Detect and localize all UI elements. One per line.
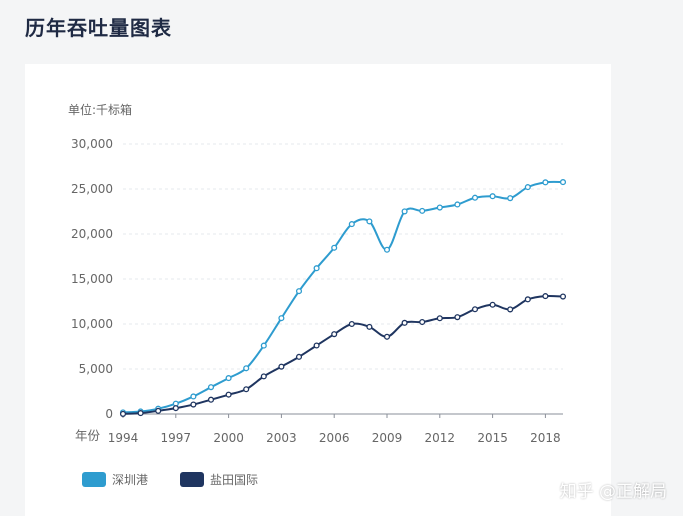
data-point[interactable] (471, 306, 479, 313)
data-point[interactable] (172, 405, 179, 412)
data-point[interactable] (471, 194, 479, 201)
data-point[interactable] (454, 201, 461, 208)
x-tick-label: 2018 (530, 431, 561, 445)
data-point[interactable] (243, 386, 250, 393)
legend-item[interactable]: 盐田国际 (180, 472, 258, 487)
data-point[interactable] (331, 244, 338, 251)
data-point[interactable] (225, 375, 232, 382)
page-title: 历年吞吐量图表 (25, 16, 172, 40)
data-point[interactable] (366, 323, 373, 330)
data-point[interactable] (225, 391, 232, 398)
data-point[interactable] (489, 301, 496, 308)
data-point[interactable] (401, 319, 408, 326)
line-chart: 单位:千标箱 年份 30,000 25,000 20,000 15,000 10,000… (68, 102, 567, 487)
series-line (122, 180, 564, 414)
data-point[interactable] (295, 288, 303, 295)
data-point[interactable] (366, 218, 373, 225)
data-point[interactable] (507, 195, 514, 202)
data-point[interactable] (190, 401, 197, 408)
data-point[interactable] (559, 293, 567, 300)
x-axis-ticks: 1994 1997 2000 2003 2006 2009 2012 2015 2018 (108, 414, 561, 445)
x-tick-label: 2006 (319, 431, 350, 445)
y-tick-label: 30,000 (71, 137, 113, 151)
legend-item[interactable]: 深圳港 (82, 472, 148, 487)
data-point[interactable] (507, 306, 514, 313)
data-point[interactable] (542, 179, 549, 186)
series (119, 179, 567, 417)
data-point[interactable] (207, 384, 215, 391)
data-point[interactable] (278, 315, 285, 322)
unit-label: 单位:千标箱 (68, 102, 132, 117)
legend-swatch (180, 472, 204, 487)
data-point[interactable] (348, 221, 355, 228)
data-point[interactable] (524, 184, 531, 191)
x-tick-label: 2009 (372, 431, 403, 445)
data-point[interactable] (348, 320, 355, 328)
data-point[interactable] (137, 410, 144, 417)
data-point[interactable] (383, 333, 391, 340)
data-point[interactable] (313, 342, 320, 349)
x-tick-label: 2003 (266, 431, 297, 445)
data-point[interactable] (542, 293, 549, 300)
data-point[interactable] (331, 331, 338, 338)
series-yantian (119, 293, 567, 417)
legend-label: 深圳港 (112, 473, 148, 487)
watermark: 知乎 @正解局 (559, 482, 667, 502)
data-point[interactable] (295, 353, 303, 360)
data-point[interactable] (419, 207, 426, 214)
data-point[interactable] (155, 407, 162, 414)
y-tick-label: 5,000 (79, 362, 113, 376)
data-point[interactable] (207, 396, 215, 403)
y-tick-label: 10,000 (71, 317, 113, 331)
series-shenzhen (119, 179, 567, 416)
legend-label: 盐田国际 (210, 473, 258, 487)
x-tick-label: 2012 (425, 431, 456, 445)
data-point[interactable] (559, 179, 567, 186)
y-tick-label: 20,000 (71, 227, 113, 241)
y-tick-label: 25,000 (71, 182, 113, 196)
data-point[interactable] (419, 318, 426, 326)
grid (123, 143, 563, 370)
x-axis-label: 年份 (75, 428, 101, 443)
y-axis-ticks: 30,000 25,000 20,000 15,000 10,000 5,000 0 (71, 137, 113, 421)
data-point[interactable] (436, 204, 443, 211)
series-line (122, 294, 564, 415)
data-point[interactable] (436, 315, 443, 322)
data-point[interactable] (190, 393, 197, 400)
data-point[interactable] (524, 296, 531, 303)
x-tick-label: 2015 (477, 431, 508, 445)
data-point[interactable] (278, 363, 285, 370)
data-point[interactable] (454, 314, 461, 321)
x-tick-label: 2000 (213, 431, 244, 445)
data-point[interactable] (401, 208, 408, 215)
data-point[interactable] (119, 410, 127, 417)
data-point[interactable] (243, 365, 250, 372)
data-point[interactable] (383, 246, 391, 253)
x-tick-label: 1994 (108, 431, 139, 445)
data-point[interactable] (489, 193, 496, 200)
y-tick-label: 15,000 (71, 272, 113, 286)
chart-card: 单位:千标箱 年份 30,000 25,000 20,000 15,000 10,000… (25, 64, 611, 516)
y-tick-label: 0 (105, 407, 113, 421)
x-tick-label: 1997 (161, 431, 192, 445)
data-point[interactable] (313, 265, 320, 272)
data-point[interactable] (260, 342, 267, 349)
data-point[interactable] (260, 373, 267, 380)
legend-swatch (82, 472, 106, 487)
legend: 深圳港 盐田国际 (82, 472, 258, 487)
